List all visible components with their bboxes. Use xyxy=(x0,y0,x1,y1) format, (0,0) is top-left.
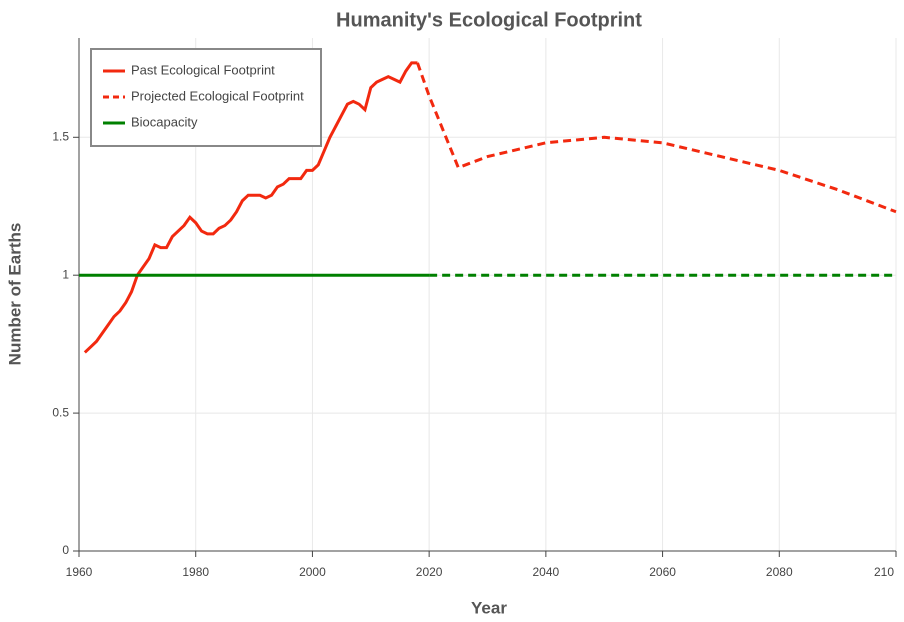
chart-title: Humanity's Ecological Footprint xyxy=(336,9,642,31)
legend-label: Projected Ecological Footprint xyxy=(131,88,304,103)
y-tick-label: 1.5 xyxy=(52,129,69,143)
legend-label: Biocapacity xyxy=(131,114,198,129)
x-tick-label: 2020 xyxy=(416,565,443,579)
y-tick-label: 1 xyxy=(62,267,69,281)
x-tick-label: 2000 xyxy=(299,565,326,579)
y-axis-label: Number of Earths xyxy=(5,223,24,366)
y-tick-label: 0 xyxy=(62,543,69,557)
line-series xyxy=(83,61,418,354)
y-tick-label: 0.5 xyxy=(52,405,69,419)
x-tick-label: 2060 xyxy=(649,565,676,579)
x-tick-label: 2080 xyxy=(766,565,793,579)
x-tick-label: 1960 xyxy=(66,565,93,579)
x-tick-label: 2040 xyxy=(533,565,560,579)
x-tick-label: 210 xyxy=(874,565,894,579)
line-series xyxy=(416,62,897,214)
legend-label: Past Ecological Footprint xyxy=(131,62,275,77)
x-tick-label: 1980 xyxy=(182,565,209,579)
x-axis-label: Year xyxy=(471,598,507,617)
legend-box xyxy=(90,48,322,147)
